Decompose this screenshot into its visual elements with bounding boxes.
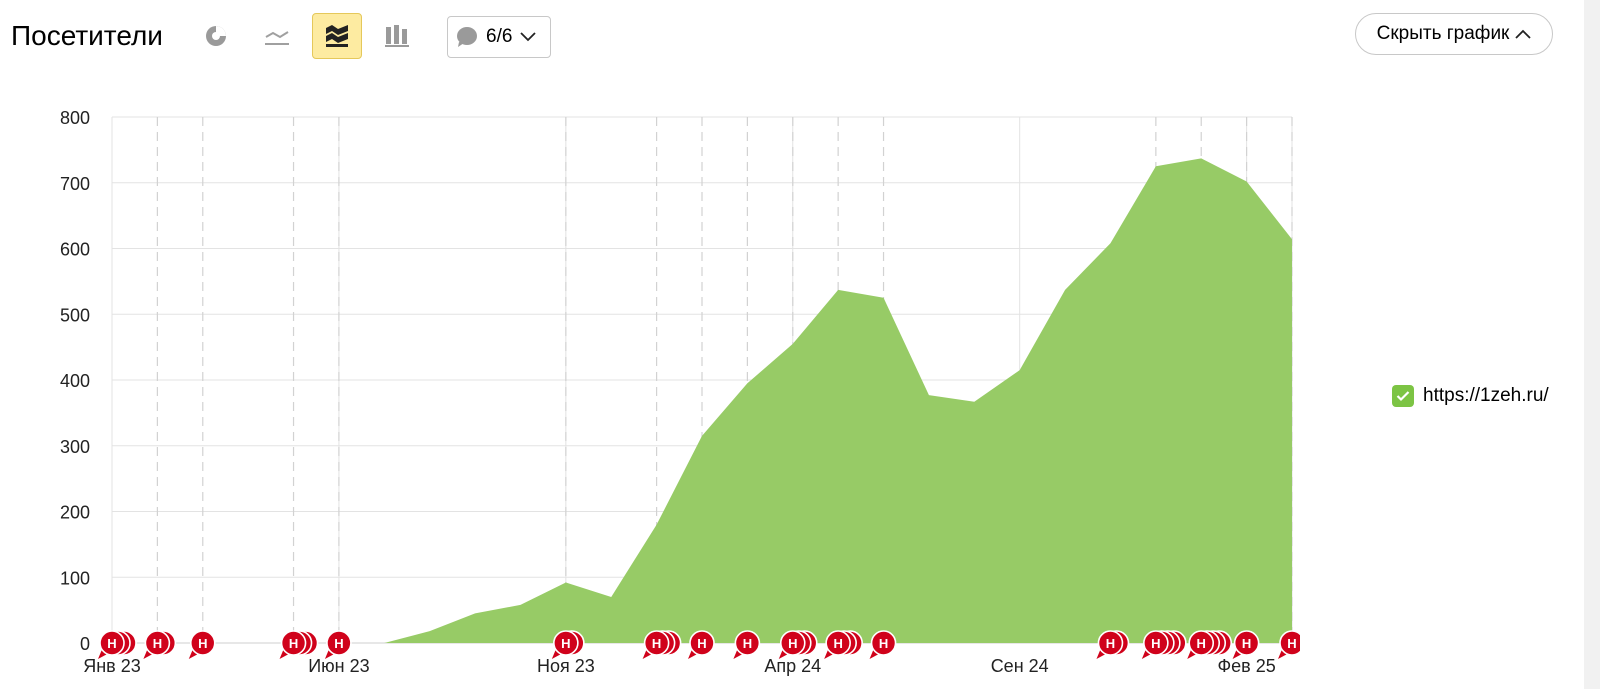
note-marker-label: Н [1287, 636, 1296, 651]
note-marker-bubble [189, 630, 216, 656]
note-marker-label: Н [652, 636, 661, 651]
line-chart-icon [265, 31, 289, 45]
note-marker-label: Н [107, 636, 116, 651]
note-marker[interactable]: Н [1096, 630, 1130, 659]
note-marker-bubble [870, 630, 897, 656]
note-marker-bubble [1188, 630, 1215, 656]
legend-checkbox[interactable] [1392, 385, 1414, 407]
note-marker-bubble [1143, 630, 1169, 656]
hide-chart-label: Скрыть график [1376, 23, 1510, 44]
note-marker[interactable]: Н [1278, 630, 1300, 659]
note-marker-label: Н [788, 636, 797, 651]
y-tick-label: 400 [60, 371, 90, 391]
note-marker[interactable]: Н [778, 630, 818, 659]
note-marker-label: Н [743, 636, 752, 651]
line-chart-button[interactable] [252, 13, 302, 59]
note-marker[interactable]: Н [1187, 630, 1233, 659]
chevron-up-icon [1515, 29, 1532, 39]
note-marker-label: Н [561, 636, 570, 651]
note-marker-bubble [643, 630, 670, 656]
notes-filter-dropdown[interactable]: 6/6 [447, 16, 551, 58]
note-marker-bubble [326, 630, 352, 656]
note-marker-label: Н [833, 636, 842, 651]
y-tick-label: 0 [80, 634, 90, 654]
note-marker[interactable]: Н [824, 630, 863, 659]
note-marker[interactable]: Н [733, 630, 761, 659]
note-marker-label: Н [289, 636, 298, 651]
y-tick-label: 500 [60, 305, 90, 325]
note-marker-bubble [1233, 630, 1260, 656]
scrollbar-track[interactable] [1584, 0, 1600, 689]
comment-icon [457, 27, 477, 47]
chevron-down-icon [520, 32, 537, 42]
page-title: Посетители [11, 20, 163, 51]
note-marker[interactable]: Н [1141, 630, 1187, 659]
note-marker-label: Н [1151, 636, 1160, 651]
note-marker[interactable]: Н [98, 630, 137, 659]
y-tick-label: 700 [60, 174, 90, 194]
x-tick-label: Ноя 23 [537, 656, 595, 676]
y-tick-label: 300 [60, 437, 90, 457]
note-marker-bubble [553, 630, 579, 656]
note-marker-label: Н [153, 636, 162, 651]
bar-chart-button[interactable] [372, 13, 422, 59]
note-marker-bubble [689, 630, 715, 656]
note-marker-label: Н [697, 636, 706, 651]
y-tick-label: 800 [60, 108, 90, 128]
note-marker-bubble [99, 630, 125, 656]
note-marker-label: Н [334, 636, 343, 651]
pie-chart-button[interactable] [191, 13, 241, 59]
note-marker-label: Н [879, 636, 888, 651]
note-marker-label: Н [1242, 636, 1251, 651]
hide-chart-button[interactable]: Скрыть график [1355, 13, 1553, 55]
legend-label: https://1zeh.ru/ [1423, 385, 1549, 406]
note-marker-label: Н [198, 636, 207, 651]
note-marker-label: Н [1197, 636, 1206, 651]
note-marker-bubble [280, 630, 307, 656]
legend-item[interactable]: https://1zeh.ru/ [1392, 385, 1549, 407]
note-marker-bubble [734, 630, 761, 656]
y-tick-label: 100 [60, 568, 90, 588]
x-tick-label: Апр 24 [764, 656, 821, 676]
note-marker-bubble [779, 630, 806, 656]
area-chart-icon [326, 25, 348, 47]
note-marker[interactable]: Н [324, 630, 352, 659]
note-marker[interactable]: Н [642, 630, 682, 659]
x-tick-label: Янв 23 [83, 656, 141, 676]
note-marker[interactable]: Н [188, 630, 216, 659]
y-tick-label: 600 [60, 240, 90, 260]
x-tick-label: Сен 24 [991, 656, 1049, 676]
note-marker-bubble [1279, 630, 1300, 656]
checkmark-icon [1396, 391, 1410, 402]
bar-chart-icon [385, 25, 409, 47]
visitors-chart: 0 100 200 300 400 500 600 700 800 Янв 23 Июн 23 Но… [60, 108, 1300, 676]
notes-count: 6/6 [486, 26, 513, 47]
note-marker[interactable]: Н [688, 630, 715, 659]
note-marker[interactable]: Н [869, 630, 897, 659]
note-marker[interactable]: Н [143, 630, 177, 659]
note-marker[interactable]: Н [1232, 630, 1260, 659]
note-marker[interactable]: Н [279, 630, 319, 659]
area-chart-button[interactable] [312, 13, 362, 59]
note-marker-bubble [1097, 630, 1124, 656]
note-marker-label: Н [1106, 636, 1115, 651]
x-tick-label: Фев 25 [1217, 656, 1275, 676]
note-marker[interactable]: Н [551, 630, 585, 659]
note-marker-bubble [144, 630, 171, 656]
x-tick-label: Июн 23 [308, 656, 369, 676]
area-series-https-1zeh-ru [112, 158, 1292, 644]
pie-chart-icon [206, 26, 226, 46]
y-tick-label: 200 [60, 503, 90, 523]
note-marker-bubble [825, 630, 851, 656]
